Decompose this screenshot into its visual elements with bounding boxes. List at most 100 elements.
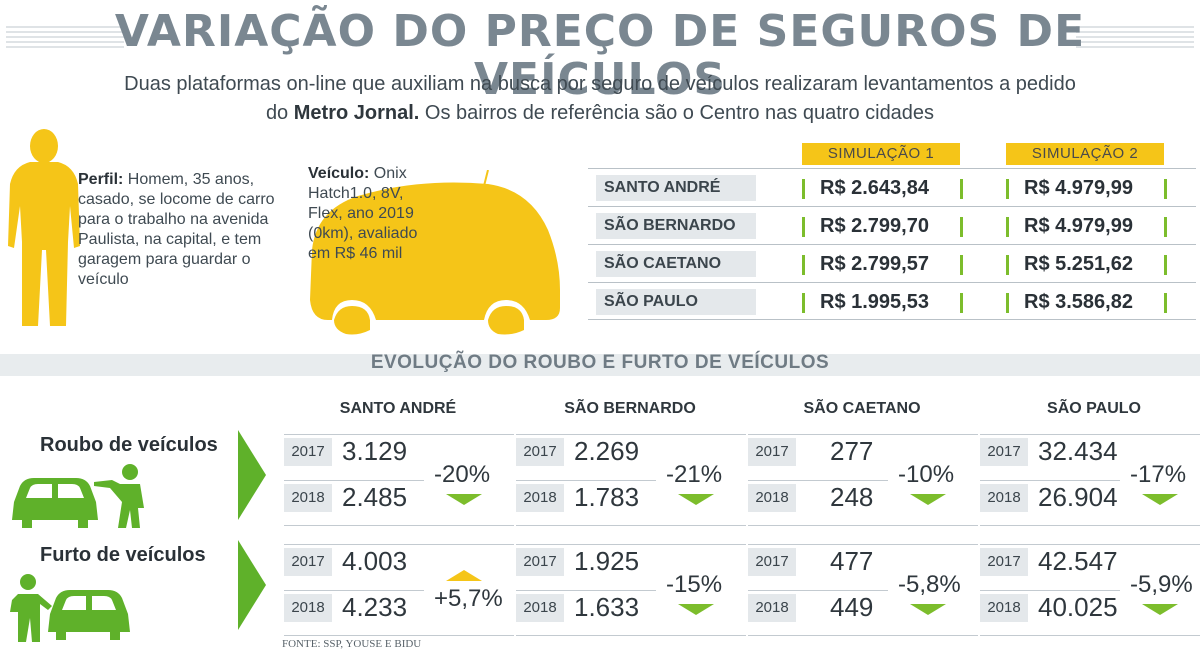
stat-cell: 2017 2018 3.129 2.485 -20% xyxy=(284,434,514,526)
separator xyxy=(1164,293,1167,313)
simulation-row: SÃO PAULO R$ 1.995,53 R$ 3.586,82 xyxy=(588,282,1196,320)
subtitle-line-2: do Metro Jornal. Os bairros de referênci… xyxy=(100,99,1100,128)
chevron-right-icon xyxy=(238,540,266,630)
separator xyxy=(1006,179,1009,199)
value-2018: 248 xyxy=(830,482,874,512)
arrow-down-icon xyxy=(910,494,946,505)
year-label: 2017 xyxy=(748,438,796,466)
simulation-1-price: R$ 2.799,70 xyxy=(820,215,929,237)
arrow-down-icon xyxy=(910,604,946,615)
percent-change: -10% xyxy=(898,461,955,488)
value-2018: 26.904 xyxy=(1038,482,1118,512)
row-label-furto: Furto de veículos xyxy=(40,544,206,566)
divider xyxy=(516,434,746,435)
year-label: 2018 xyxy=(516,484,564,512)
divider xyxy=(980,590,1120,591)
value-2017: 3.129 xyxy=(342,436,408,466)
stat-cell: 2017 2018 477 449 -5,8% xyxy=(748,544,978,636)
subtitle-line-1: Duas plataformas on-line que auxiliam na… xyxy=(124,73,1076,95)
value-2018: 449 xyxy=(830,592,874,622)
profile-description: Perfil: Homem, 35 anos, casado, se locom… xyxy=(78,170,278,290)
percent-change: +5,7% xyxy=(434,585,503,612)
profile-label: Perfil: xyxy=(78,171,124,188)
percent-change: -20% xyxy=(434,461,491,488)
year-label: 2018 xyxy=(516,594,564,622)
divider xyxy=(980,525,1200,526)
year-label: 2018 xyxy=(284,484,332,512)
simulation-city: SANTO ANDRÉ xyxy=(596,175,756,201)
percent-change: -5,8% xyxy=(898,571,961,598)
percent-change: -17% xyxy=(1130,461,1187,488)
arrow-up-icon xyxy=(446,570,482,581)
value-2018: 1.783 xyxy=(574,482,640,512)
divider xyxy=(284,590,424,591)
stat-cell: 2017 2018 277 248 -10% xyxy=(748,434,978,526)
year-label: 2018 xyxy=(748,594,796,622)
arrow-down-icon xyxy=(1142,604,1178,615)
value-2018: 4.233 xyxy=(342,592,408,622)
divider xyxy=(748,544,978,545)
divider xyxy=(516,480,656,481)
year-label: 2017 xyxy=(980,438,1028,466)
value-2017: 32.434 xyxy=(1038,436,1118,466)
divider xyxy=(284,525,514,526)
separator xyxy=(960,293,963,313)
separator xyxy=(802,293,805,313)
separator xyxy=(960,179,963,199)
simulation-2-price: R$ 4.979,99 xyxy=(1024,177,1133,199)
divider xyxy=(516,635,746,636)
row-label-roubo: Roubo de veículos xyxy=(40,434,218,456)
subtitle-text-end: Os bairros de referência são o Centro na… xyxy=(419,102,935,124)
year-label: 2018 xyxy=(980,594,1028,622)
simulation-city: SÃO CAETANO xyxy=(596,251,756,277)
divider xyxy=(516,590,656,591)
profile-text: Homem, 35 anos, casado, se locome de car… xyxy=(78,171,275,288)
simulation-2-price: R$ 5.251,62 xyxy=(1024,253,1133,275)
divider xyxy=(980,434,1200,435)
year-label: 2018 xyxy=(748,484,796,512)
divider xyxy=(748,635,978,636)
value-2018: 1.633 xyxy=(574,592,640,622)
arrow-down-icon xyxy=(446,494,482,505)
year-label: 2017 xyxy=(284,438,332,466)
column-header-city: SANTO ANDRÉ xyxy=(339,400,457,417)
percent-change: -5,9% xyxy=(1130,571,1193,598)
value-2018: 2.485 xyxy=(342,482,408,512)
subtitle: Duas plataformas on-line que auxiliam na… xyxy=(100,70,1100,128)
divider xyxy=(980,544,1200,545)
year-label: 2017 xyxy=(284,548,332,576)
arrow-down-icon xyxy=(678,604,714,615)
divider xyxy=(748,590,888,591)
section-band xyxy=(0,354,1200,376)
title-stripes-left xyxy=(6,26,124,48)
divider xyxy=(980,480,1120,481)
divider xyxy=(284,434,514,435)
car-silhouette-icon xyxy=(310,170,560,335)
value-2017: 1.925 xyxy=(574,546,640,576)
divider xyxy=(284,544,514,545)
value-2017: 2.269 xyxy=(574,436,640,466)
page-title: VARIAÇÃO DO PREÇO DE SEGUROS DE VEÍCULOS xyxy=(114,6,1086,106)
person-silhouette-icon xyxy=(8,129,80,326)
divider xyxy=(516,544,746,545)
simulation-2-header: SIMULAÇÃO 2 xyxy=(1006,143,1164,165)
year-label: 2017 xyxy=(516,438,564,466)
separator xyxy=(1006,255,1009,275)
arrow-down-icon xyxy=(678,494,714,505)
divider xyxy=(980,635,1200,636)
separator xyxy=(1006,217,1009,237)
title-stripes-right xyxy=(1076,26,1194,48)
value-2018: 40.025 xyxy=(1038,592,1118,622)
year-label: 2017 xyxy=(980,548,1028,576)
divider xyxy=(748,434,978,435)
simulation-row: SÃO CAETANO R$ 2.799,57 R$ 5.251,62 xyxy=(588,244,1196,282)
separator xyxy=(1164,217,1167,237)
value-2017: 277 xyxy=(830,436,874,466)
divider xyxy=(748,525,978,526)
simulation-table: SANTO ANDRÉ R$ 2.643,84 R$ 4.979,99 SÃO … xyxy=(588,168,1196,320)
simulation-1-price: R$ 1.995,53 xyxy=(820,291,929,313)
robbery-icon xyxy=(12,464,144,528)
simulation-1-header: SIMULAÇÃO 1 xyxy=(802,143,960,165)
separator xyxy=(802,179,805,199)
source-note: FONTE: SSP, YOUSE E BIDU xyxy=(282,638,422,650)
